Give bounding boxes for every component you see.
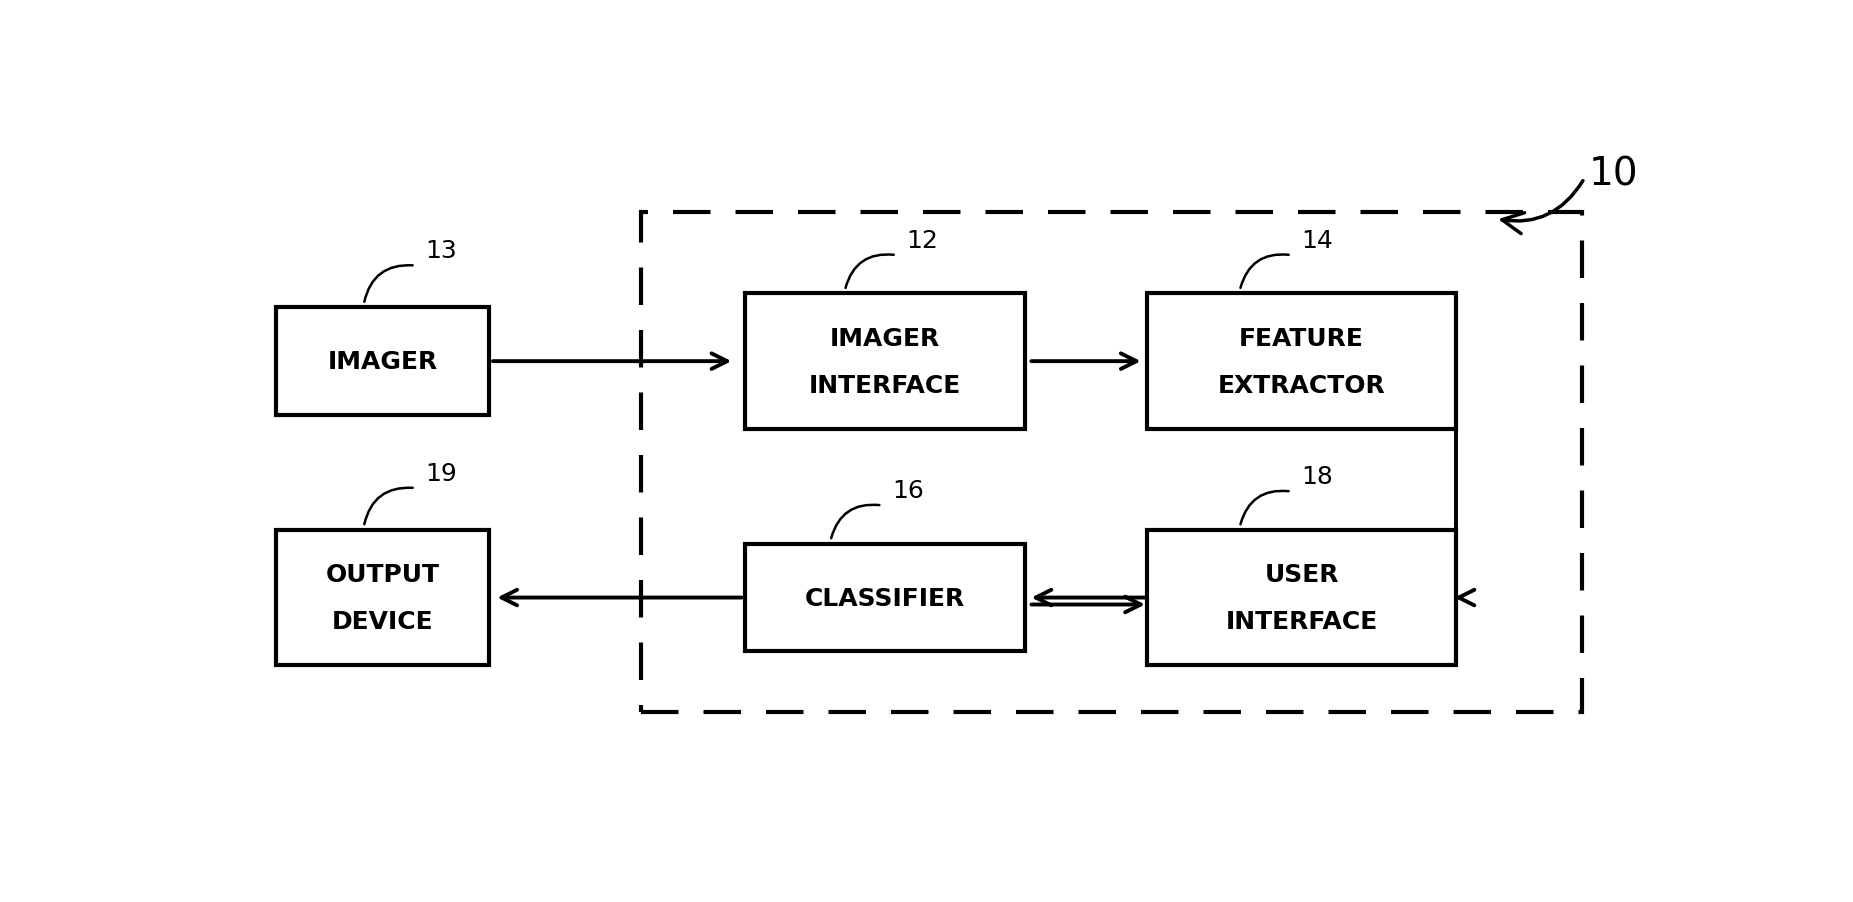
Text: 16: 16 [893, 478, 925, 502]
Text: USER: USER [1264, 562, 1338, 586]
Text: FEATURE: FEATURE [1240, 327, 1364, 350]
Text: OUTPUT: OUTPUT [326, 562, 439, 586]
Text: 14: 14 [1301, 228, 1334, 253]
Text: EXTRACTOR: EXTRACTOR [1217, 373, 1386, 398]
Bar [1147, 530, 1456, 666]
Text: 12: 12 [906, 228, 938, 253]
Bar [1147, 294, 1456, 429]
Bar [276, 308, 489, 416]
Text: 18: 18 [1301, 465, 1334, 489]
Text: IMAGER: IMAGER [830, 327, 939, 350]
Text: 19: 19 [426, 461, 458, 485]
Bar [745, 294, 1025, 429]
Text: 13: 13 [426, 239, 458, 262]
Text: INTERFACE: INTERFACE [810, 373, 962, 398]
Text: CLASSIFIER: CLASSIFIER [804, 586, 965, 610]
Bar [745, 544, 1025, 652]
Text: 10: 10 [1588, 155, 1638, 193]
Text: IMAGER: IMAGER [328, 350, 437, 373]
Bar [276, 530, 489, 666]
Text: INTERFACE: INTERFACE [1225, 610, 1377, 633]
Text: DEVICE: DEVICE [332, 610, 434, 633]
Bar [641, 212, 1582, 713]
